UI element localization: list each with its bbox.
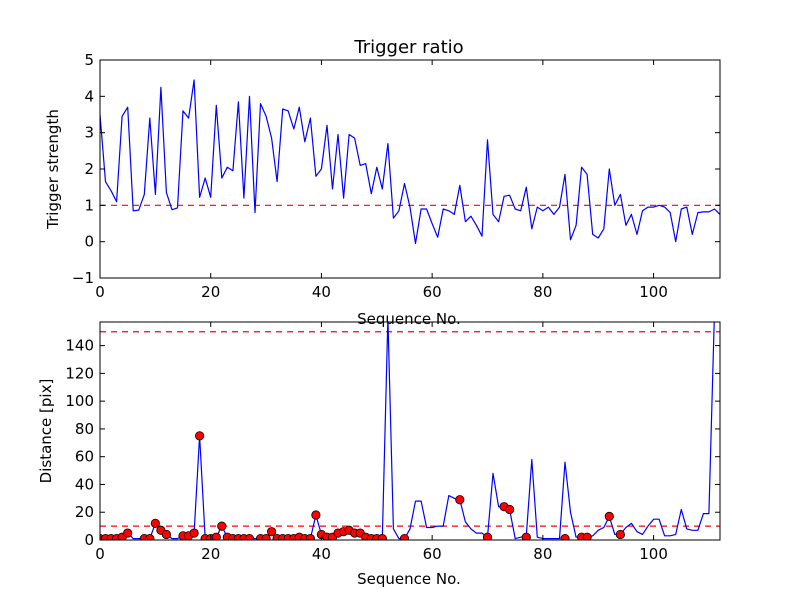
x-axis-label: Sequence No. (357, 310, 461, 328)
chart-title: Trigger ratio (353, 37, 463, 58)
plot-area-frame (99, 321, 721, 541)
y-tick-label: 120 (65, 364, 94, 382)
x-tick-label: 0 (95, 545, 105, 563)
x-tick-label: 40 (312, 283, 331, 301)
data-point (161, 529, 172, 540)
data-point (217, 521, 227, 531)
y-tick-label: 3 (84, 124, 94, 142)
x-axis-label: Sequence No. (357, 570, 461, 588)
y-tick-label: 60 (75, 448, 94, 466)
x-tick-label: 40 (312, 545, 331, 563)
y-tick-label: 0 (84, 531, 94, 549)
data-point (123, 528, 133, 538)
x-tick-label: 100 (639, 283, 668, 301)
data-point (244, 534, 255, 540)
data-point (145, 534, 155, 540)
y-axis-label: Trigger strength (44, 109, 62, 230)
y-tick-label: 1 (84, 196, 94, 214)
data-point (150, 518, 160, 528)
data-point (211, 532, 221, 540)
x-tick-label: 80 (533, 283, 552, 301)
y-tick-label: 140 (65, 337, 94, 355)
data-point (267, 527, 277, 537)
panel-trigger-ratio: Trigger ratio Sequence No. Trigger stren… (44, 37, 721, 328)
data-point (261, 534, 271, 540)
data-point (604, 511, 614, 521)
data-point (305, 534, 315, 540)
y-tick-label: 40 (75, 475, 94, 493)
data-point (377, 534, 387, 540)
x-tick-label: 80 (533, 545, 552, 563)
data-point (560, 534, 570, 540)
y-tick-label: 4 (84, 87, 94, 105)
x-tick-label: 0 (95, 283, 105, 301)
y-tick-label: 2 (84, 160, 94, 178)
series-line (100, 79, 720, 245)
x-tick-label: 20 (201, 283, 220, 301)
y-tick-label: 80 (75, 420, 94, 438)
x-tick-label: 100 (639, 545, 668, 563)
data-point (521, 532, 531, 540)
y-axis-label: Distance [pix] (37, 379, 55, 484)
data-point (311, 510, 321, 520)
x-tick-label: 60 (423, 545, 442, 563)
y-tick-label: 0 (84, 233, 94, 251)
data-point (505, 504, 515, 515)
data-point (189, 528, 199, 538)
plot-area-frame (99, 59, 721, 279)
data-point (615, 529, 625, 540)
x-tick-label: 60 (423, 283, 442, 301)
y-tick-label: 20 (75, 503, 94, 521)
data-point (399, 534, 410, 540)
panel-distance: Sequence No. Distance [pix] 0 20 40 60 80 100… (37, 321, 721, 588)
data-point (455, 495, 465, 505)
x-tick-label: 20 (201, 545, 220, 563)
data-point (582, 532, 592, 540)
y-tick-label: −1 (72, 269, 94, 287)
data-point (482, 532, 493, 540)
y-tick-label: 100 (65, 392, 94, 410)
data-point (195, 431, 205, 441)
y-tick-label: 5 (84, 51, 94, 69)
